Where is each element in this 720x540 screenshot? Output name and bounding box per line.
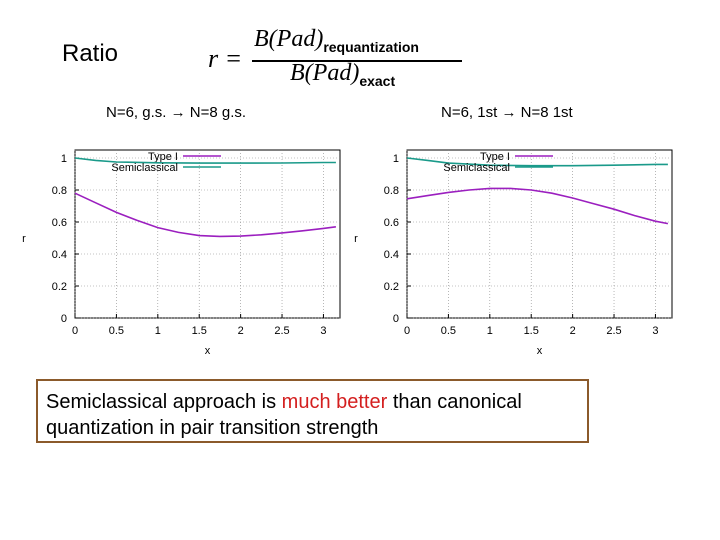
y-tick-label: 0 [61, 313, 67, 325]
y-tick-label: 0.4 [52, 249, 67, 261]
y-tick-label: 0.4 [384, 249, 399, 261]
chart-right: 0 0.2 0.4 0.6 0.8 1 0 0.5 1 1.5 2 2.5 3 x r Type ISemic… [354, 149, 673, 357]
legend-label: Semiclassical [111, 162, 178, 174]
formula-numerator: B(Pad)requantization [254, 26, 419, 55]
y-tick-label: 0.2 [384, 281, 399, 293]
conclusion-text-1: Semiclassical approach is [46, 391, 282, 413]
formula-numerator-sub: requantization [323, 39, 419, 55]
x-tick-label: 0.5 [441, 325, 456, 337]
legend-label: Type I [148, 151, 178, 163]
series-line [74, 157, 336, 164]
conclusion-highlight: much better [281, 391, 388, 413]
x-tick-label: 2.5 [606, 325, 621, 337]
conclusion-box: Semiclassical approach is much better th… [36, 379, 589, 443]
caption-left: N=6, g.s. → N=8 g.s. [106, 104, 247, 121]
y-tick-label: 0.8 [52, 185, 67, 197]
y-axis-label: r [22, 233, 26, 245]
x-tick-label: 0.5 [109, 325, 124, 337]
formula-denominator: B(Pad)exact [290, 60, 395, 89]
plot-frame [74, 149, 341, 319]
series-line [406, 157, 668, 167]
x-tick-label: 2.5 [274, 325, 289, 337]
plot-frame [406, 149, 673, 319]
formula-lhs: r = [208, 44, 243, 73]
series-line [74, 192, 337, 238]
y-tick-label: 1 [61, 153, 67, 165]
x-axis-label: x [205, 345, 211, 357]
conclusion-text-2: than canonical quantization in pair tran… [46, 391, 522, 439]
x-tick-label: 1 [155, 325, 161, 337]
x-tick-label: 1.5 [524, 325, 539, 337]
legend-label: Semiclassical [443, 162, 510, 174]
x-tick-label: 2 [570, 325, 576, 337]
fraction-bar [252, 60, 462, 62]
y-tick-label: 0.8 [384, 185, 399, 197]
chart-left: 0 0.2 0.4 0.6 0.8 1 0 0.5 1 1.5 2 2.5 3 x r Type ISemic… [22, 149, 341, 357]
ratio-formula: r = B(Pad)requantization B(Pad)exact [208, 24, 468, 94]
series-line [406, 187, 669, 225]
legend-label: Type I [480, 151, 510, 163]
x-tick-label: 3 [652, 325, 658, 337]
x-tick-label: 2 [238, 325, 244, 337]
formula-denominator-main: B(Pad) [290, 60, 360, 86]
x-tick-label: 0 [404, 325, 410, 337]
slide-title: Ratio [62, 40, 119, 67]
x-tick-label: 0 [72, 325, 78, 337]
caption-right: N=6, 1st → N=8 1st [441, 104, 573, 121]
y-tick-label: 0.2 [52, 281, 67, 293]
y-tick-label: 0 [393, 313, 399, 325]
x-axis-label: x [537, 345, 543, 357]
formula-denominator-sub: exact [359, 73, 396, 89]
formula-numerator-main: B(Pad) [254, 26, 324, 52]
x-tick-label: 1.5 [192, 325, 207, 337]
x-tick-label: 3 [320, 325, 326, 337]
y-tick-label: 0.6 [384, 217, 399, 229]
y-axis-label: r [354, 233, 358, 245]
y-tick-label: 0.6 [52, 217, 67, 229]
y-tick-label: 1 [393, 153, 399, 165]
x-tick-label: 1 [487, 325, 493, 337]
